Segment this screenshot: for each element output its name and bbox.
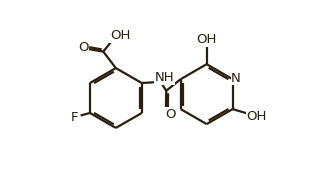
Text: OH: OH [246, 110, 266, 123]
Text: OH: OH [110, 29, 130, 42]
Text: N: N [231, 72, 241, 85]
Text: OH: OH [197, 33, 217, 46]
Text: O: O [165, 108, 175, 121]
Text: NH: NH [155, 71, 174, 84]
Text: F: F [71, 111, 78, 124]
Text: O: O [78, 41, 89, 54]
